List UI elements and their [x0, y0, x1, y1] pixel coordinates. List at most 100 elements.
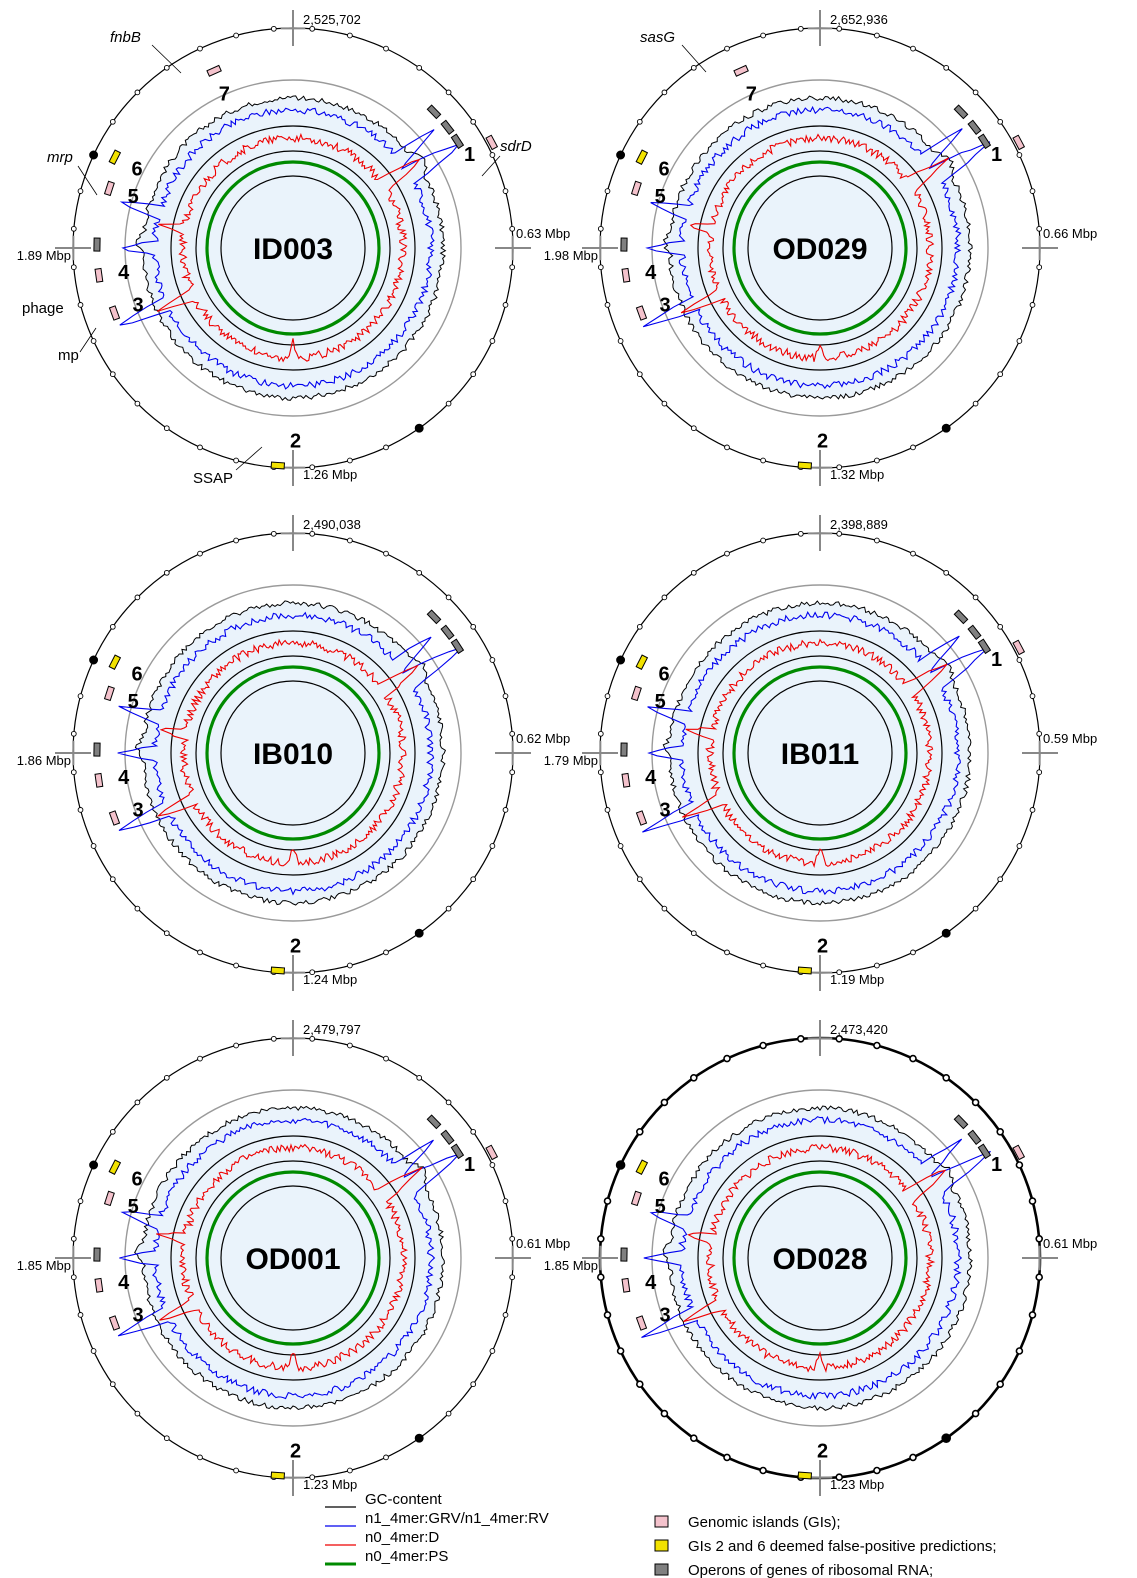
scale-dot — [89, 655, 99, 665]
gi-number-6: 6 — [659, 1169, 670, 1191]
scale-dot — [134, 400, 141, 407]
scale-dot — [509, 225, 516, 232]
scale-dot — [689, 1074, 698, 1082]
genomic-island-7 — [733, 64, 749, 77]
scale-dot — [1016, 657, 1023, 663]
inner-circle — [220, 175, 366, 321]
scale-dot — [502, 188, 509, 194]
genomic-island-4 — [621, 1277, 631, 1293]
gi-number-3: 3 — [659, 799, 670, 821]
genomic-island-6 — [108, 149, 122, 166]
scale-dot — [1036, 264, 1043, 271]
scale-dot — [445, 594, 452, 601]
n0-4mer-ps-ring — [732, 160, 908, 336]
genomic-island-1 — [1012, 134, 1026, 151]
rrna-operon — [450, 638, 465, 655]
scale-dot — [309, 1035, 316, 1042]
total-length-label: 2,398,889 — [830, 517, 888, 532]
scale-dot — [347, 962, 353, 969]
total-length-label: 2,473,420 — [830, 1022, 888, 1037]
scale-dot — [910, 550, 916, 557]
scale-dot — [134, 905, 141, 912]
scale-dot — [910, 444, 916, 451]
legend-line-label: GC-content — [365, 1491, 443, 1508]
scale-dot — [941, 1433, 952, 1443]
scale-dot — [470, 371, 477, 378]
scale-dot — [836, 969, 843, 976]
annotation-mrp-leader — [77, 165, 98, 196]
scale-dot — [134, 1099, 141, 1106]
scale-dot — [89, 1160, 99, 1170]
genome-id-label: IB010 — [253, 738, 333, 771]
scale-dot — [416, 569, 423, 576]
scale-dot — [796, 1035, 805, 1043]
gi-number-1: 1 — [464, 1154, 475, 1176]
rrna-operon — [953, 1114, 969, 1130]
gi-number-6: 6 — [132, 1169, 143, 1191]
scale-dot — [197, 444, 203, 451]
three-quarter-position-label: 1.89 Mbp — [17, 248, 71, 263]
scale-dot — [70, 730, 77, 737]
genome-id-label: OD029 — [772, 233, 867, 266]
gi-number-2: 2 — [817, 1441, 828, 1463]
annotation-sasg: sasG — [640, 29, 675, 46]
scale-dot — [197, 1055, 203, 1062]
gi-number-5: 5 — [128, 186, 139, 208]
scale-dot — [109, 118, 116, 125]
genomic-island-5 — [103, 180, 115, 197]
scale-dot — [797, 530, 804, 537]
scale-dot — [835, 1473, 844, 1481]
scale-dot — [910, 45, 916, 52]
scale-dot — [942, 1074, 951, 1082]
genomic-island-3 — [108, 305, 121, 321]
scale-dot — [233, 457, 239, 464]
scale-dot — [616, 655, 626, 665]
scale-dot — [109, 1128, 116, 1135]
rrna-operon — [426, 609, 442, 625]
scale-dot — [309, 1474, 316, 1481]
rrna-operon — [450, 1143, 465, 1160]
gi-number-6: 6 — [659, 664, 670, 686]
scale-dot — [724, 550, 730, 557]
guide-ring — [651, 584, 989, 922]
scale-dot — [617, 338, 624, 344]
scale-dot — [941, 423, 951, 433]
genomic-island-6 — [108, 654, 122, 671]
annotation-mp-leader — [79, 327, 97, 353]
gi-number-5: 5 — [128, 691, 139, 713]
rrna-operon — [426, 1114, 442, 1130]
legend-box-label: Genomic islands (GIs); — [688, 1514, 841, 1531]
scale-dot — [1035, 1273, 1043, 1281]
scale-dot — [233, 962, 239, 969]
genomic-island-5 — [103, 685, 115, 702]
scale-dot — [759, 1466, 767, 1475]
scale-dot — [489, 338, 496, 344]
scale-dot — [836, 25, 843, 32]
scale-dot — [971, 1098, 980, 1107]
scale-dot — [874, 537, 880, 544]
gi-number-4: 4 — [645, 262, 657, 284]
rrna-operon — [93, 742, 101, 757]
track-ring — [195, 1160, 391, 1356]
scale-dot — [1016, 843, 1023, 849]
scale-dot — [414, 423, 424, 433]
genomic-island-3 — [635, 305, 648, 321]
rrna-operon — [440, 1129, 455, 1145]
scale-dot — [835, 1035, 844, 1043]
genomic-island-7 — [206, 64, 222, 77]
scale-dot — [509, 730, 516, 737]
legend: GC-content n1_4mer:GRV/n1_4mer:RV n0_4mer:… — [325, 1491, 997, 1578]
scale-dot — [836, 464, 843, 471]
gi-number-1: 1 — [991, 649, 1002, 671]
legend-line-label: n1_4mer:GRV/n1_4mer:RV — [365, 1510, 549, 1527]
gi-number-2: 2 — [817, 936, 828, 958]
scale-dot — [163, 425, 170, 432]
genomic-island-5 — [630, 685, 642, 702]
n0-4mer-ps-ring — [205, 665, 381, 841]
scale-dot — [489, 1162, 496, 1168]
scale-dot — [909, 1054, 917, 1063]
total-length-label: 2,525,702 — [303, 12, 361, 27]
scale-dot — [615, 1160, 626, 1170]
rrna-operon — [967, 624, 982, 640]
scale-dot — [134, 1410, 141, 1417]
